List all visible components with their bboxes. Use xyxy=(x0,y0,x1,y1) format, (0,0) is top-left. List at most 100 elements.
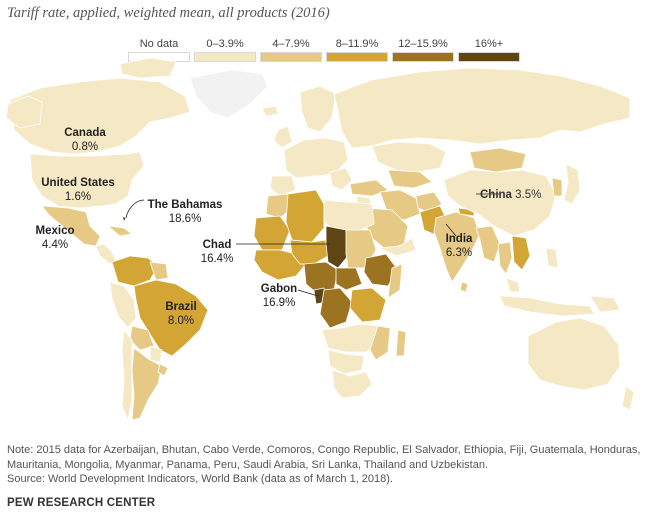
legend-swatch xyxy=(392,52,454,62)
india-leader-line xyxy=(445,223,457,237)
region-morocco xyxy=(265,193,293,219)
region-japan xyxy=(563,163,581,205)
region-korea xyxy=(551,177,563,197)
region-south-africa xyxy=(331,369,373,399)
label-china: China 3.5% xyxy=(480,188,541,202)
region-congo xyxy=(319,287,353,329)
region-scandinavia xyxy=(299,85,337,133)
region-mozambique xyxy=(369,325,391,361)
label-china-name: China xyxy=(480,189,512,201)
label-united-states-name: United States xyxy=(41,177,115,189)
legend-label: 0–3.9% xyxy=(206,38,244,50)
region-cuba xyxy=(107,225,133,237)
legend-label: 12–15.9% xyxy=(398,38,448,50)
footer-source: Source: World Development Indicators, Wo… xyxy=(7,473,393,485)
region-libya-egypt xyxy=(323,199,375,233)
region-western-europe xyxy=(283,137,349,179)
region-central-asia xyxy=(387,169,433,189)
legend-item-0-3.9: 0–3.9% xyxy=(194,38,256,62)
legend-swatch xyxy=(458,52,520,62)
region-central-america xyxy=(95,243,117,265)
region-ethiopia xyxy=(363,253,399,287)
label-india-value: 6.3% xyxy=(445,247,473,259)
label-canada-value: 0.8% xyxy=(71,141,99,153)
region-brazil xyxy=(133,279,209,357)
legend-label: 16%+ xyxy=(474,38,504,50)
gabon-leader-line xyxy=(297,289,319,297)
region-sri-lanka xyxy=(459,281,469,293)
world-map xyxy=(5,57,635,421)
legend-item-4-7.9: 4–7.9% xyxy=(260,38,322,62)
region-niger-mali xyxy=(289,239,329,265)
region-algeria xyxy=(285,189,325,243)
map-title: Tariff rate, applied, weighted mean, all… xyxy=(7,5,330,21)
legend-label: 4–7.9% xyxy=(272,38,310,50)
region-indonesia xyxy=(499,295,595,317)
legend-swatch xyxy=(194,52,256,62)
label-brazil: Brazil 8.0% xyxy=(152,300,210,328)
region-paraguay xyxy=(149,345,163,363)
region-thailand xyxy=(497,241,513,275)
region-china xyxy=(443,169,557,237)
legend-item-12-15.9: 12–15.9% xyxy=(392,38,454,62)
region-new-zealand xyxy=(621,385,635,411)
region-mongolia xyxy=(469,147,527,173)
label-bahamas-value: 18.6% xyxy=(168,213,202,225)
region-namibia-botswana xyxy=(327,349,365,375)
label-india-name: India xyxy=(445,233,473,245)
label-gabon-value: 16.9% xyxy=(262,297,296,309)
label-mexico-name: Mexico xyxy=(35,225,75,237)
region-malaysia xyxy=(505,277,521,293)
region-argentina xyxy=(131,347,163,421)
legend-item-8-11.9: 8–11.9% xyxy=(326,38,388,62)
region-philippines xyxy=(545,247,559,269)
label-chad-value: 16.4% xyxy=(200,253,234,265)
region-car-south-sudan xyxy=(335,267,363,291)
region-alaska xyxy=(5,95,43,129)
label-mexico: Mexico 4.4% xyxy=(28,224,82,252)
region-somalia xyxy=(387,263,403,299)
label-china-value: 3.5% xyxy=(515,189,542,201)
region-balkans xyxy=(329,167,353,191)
label-bahamas: The Bahamas 18.6% xyxy=(142,198,228,226)
region-united-states xyxy=(29,151,145,209)
region-iberia xyxy=(269,175,297,197)
region-canada xyxy=(9,77,191,155)
region-west-africa xyxy=(253,249,307,281)
region-bahamas xyxy=(121,215,127,223)
legend-label: No data xyxy=(139,38,179,50)
label-chad: Chad 16.4% xyxy=(194,238,240,266)
region-guianas xyxy=(149,261,169,281)
label-canada-name: Canada xyxy=(64,127,106,139)
legend-swatch xyxy=(260,52,322,62)
label-chad-name: Chad xyxy=(202,239,232,251)
region-papua xyxy=(589,295,621,313)
label-brazil-name: Brazil xyxy=(165,301,197,313)
label-canada: Canada 0.8% xyxy=(56,126,114,154)
bahamas-leader-line xyxy=(125,199,145,219)
region-uruguay xyxy=(157,363,169,377)
region-bangladesh-myanmar xyxy=(475,225,501,263)
region-russia xyxy=(333,67,631,149)
region-india xyxy=(433,211,481,283)
footer-note: Note: 2015 data for Azerbaijan, Bhutan, … xyxy=(7,444,641,471)
region-canada-islands xyxy=(119,57,177,79)
label-india: India 6.3% xyxy=(438,232,480,260)
region-western-sahara-mauritania xyxy=(253,215,291,251)
label-united-states: United States 1.6% xyxy=(36,176,120,204)
label-gabon: Gabon 16.9% xyxy=(256,282,302,310)
label-brazil-value: 8.0% xyxy=(167,315,195,327)
label-bahamas-name: The Bahamas xyxy=(147,199,223,211)
region-ecuador-peru xyxy=(109,281,137,329)
region-greenland xyxy=(189,69,269,119)
region-iceland xyxy=(261,105,279,117)
pew-research-brand: PEW RESEARCH CENTER xyxy=(7,497,156,509)
legend-item-16-plus: 16%+ xyxy=(458,38,520,62)
region-yemen-oman xyxy=(379,237,417,257)
label-gabon-name: Gabon xyxy=(260,283,298,295)
label-united-states-value: 1.6% xyxy=(64,191,92,203)
legend-swatch xyxy=(326,52,388,62)
region-madagascar xyxy=(395,329,407,357)
region-indochina xyxy=(511,235,531,271)
region-east-africa xyxy=(349,287,387,323)
